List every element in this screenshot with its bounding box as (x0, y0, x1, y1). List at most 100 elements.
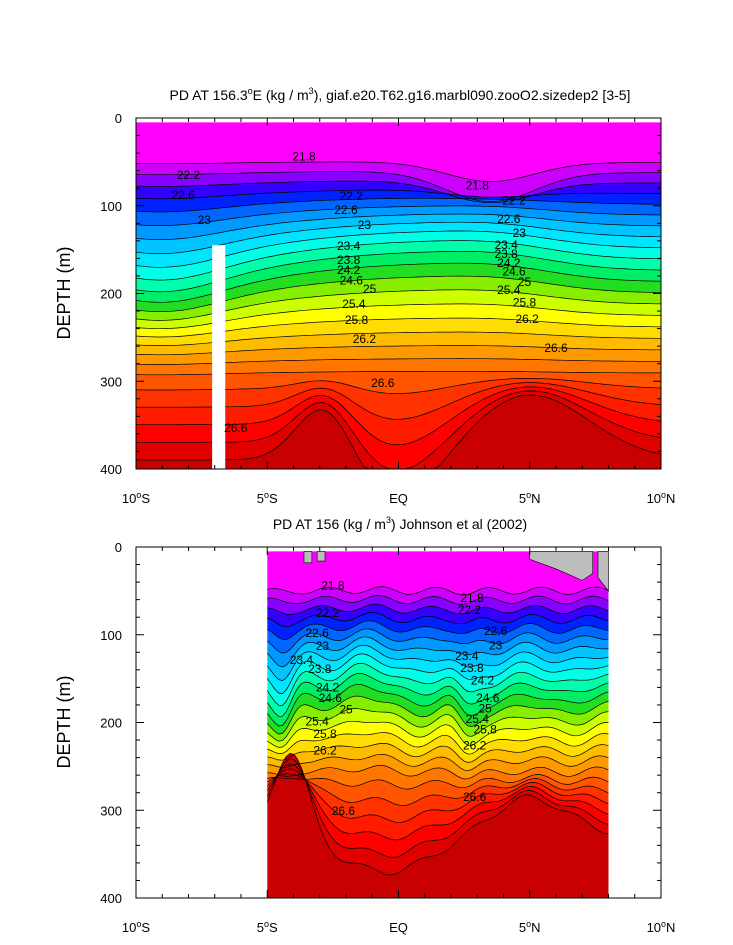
y-tick-label: 100 (100, 628, 122, 643)
contour-label: 23.4 (290, 653, 314, 667)
density-band (136, 289, 661, 329)
density-band (267, 732, 609, 763)
contour-label: 26.2 (353, 332, 377, 346)
contour-label: 22.2 (177, 168, 201, 182)
density-band (136, 190, 661, 212)
top-y-axis-title: DEPTH (m) (54, 247, 74, 340)
top-missing-data (212, 245, 226, 469)
contour-line (267, 764, 609, 780)
density-band (136, 276, 661, 321)
density-band (136, 318, 661, 346)
contour-label: 26.6 (463, 790, 487, 804)
y-tick-label: 200 (100, 716, 122, 731)
x-tick-label: 5oN (519, 919, 541, 935)
bottom-chart-title: PD AT 156 (kg / m3) Johnson et al (2002) (273, 515, 527, 532)
x-tick-label: 10oS (122, 919, 150, 935)
density-band (136, 198, 661, 226)
bottom-y-axis-title: DEPTH (m) (54, 676, 74, 769)
contour-label: 22.6 (484, 624, 508, 638)
y-tick-label: 300 (100, 374, 122, 389)
contour-line (267, 683, 609, 727)
contour-label: 25.4 (342, 297, 366, 311)
density-band (267, 612, 609, 640)
contour-label: 22.2 (458, 603, 482, 617)
contour-line (136, 161, 661, 182)
x-tick-label: EQ (389, 920, 408, 935)
contour-label: 24.2 (316, 680, 340, 694)
top-contour-labels: 21.821.822.222.62326.622.222.62323.423.8… (172, 150, 568, 435)
density-band (267, 753, 609, 898)
contour-label: 21.8 (292, 150, 316, 164)
contour-label: 25 (339, 702, 353, 716)
density-band (267, 758, 609, 858)
contour-label: 21.8 (321, 579, 345, 593)
y-tick-label: 300 (100, 803, 122, 818)
x-tick-label: 5oS (257, 490, 278, 506)
contour-line (267, 636, 609, 668)
contour-line (136, 213, 661, 241)
density-band (136, 222, 661, 268)
contour-line (267, 695, 609, 735)
density-band (136, 345, 661, 365)
density-band (136, 171, 661, 203)
contour-line (136, 171, 661, 202)
contour-label: 25.4 (305, 715, 329, 729)
contour-label: 22.2 (340, 189, 364, 203)
missing-data-column (212, 245, 226, 469)
contour-label: 25 (478, 701, 492, 715)
contour-line (267, 662, 609, 706)
contour-line (267, 620, 609, 640)
contour-label: 24.2 (337, 263, 361, 277)
contour-label: 22.2 (316, 606, 340, 620)
contour-label: 22.2 (502, 193, 526, 207)
contour-line (267, 763, 609, 841)
contour-line (267, 595, 609, 605)
x-tick-label: 10oN (647, 919, 676, 935)
density-band (267, 764, 609, 840)
contour-label: 22.6 (305, 626, 329, 640)
y-tick-label: 0 (115, 540, 122, 555)
density-band (136, 181, 661, 203)
contour-line (267, 774, 609, 790)
density-band (267, 673, 609, 726)
y-tick-label: 400 (100, 462, 122, 477)
density-band (267, 586, 609, 605)
density-band (136, 122, 661, 182)
contour-line (267, 773, 609, 806)
contour-label: 23.8 (308, 662, 332, 676)
y-tick-label: 400 (100, 891, 122, 906)
top-panel: PD AT 156.3oE (kg / m3), giaf.e20.T62.g1… (54, 86, 675, 506)
contour-label: 23.8 (337, 253, 361, 267)
density-band (136, 395, 661, 469)
contour-line (267, 743, 609, 763)
x-tick-label: 5oS (257, 919, 278, 935)
density-band (267, 551, 609, 595)
contour-line (267, 603, 609, 615)
contour-line (136, 221, 661, 255)
contour-line (266, 758, 609, 858)
contour-label: 25 (518, 275, 532, 289)
contour-label: 24.2 (471, 673, 495, 687)
contour-label: 23.8 (460, 661, 484, 675)
contour-line (136, 189, 661, 200)
contour-label: 25.4 (466, 712, 490, 726)
y-tick-label: 0 (115, 111, 122, 126)
contour-line (267, 672, 609, 717)
bottom-panel: PD AT 156 (kg / m3) Johnson et al (2002)… (54, 515, 675, 935)
density-band (267, 595, 609, 615)
contour-label: 25.8 (313, 727, 337, 741)
density-band (136, 390, 661, 469)
density-band (136, 358, 661, 375)
land-patch (303, 551, 313, 564)
density-band (136, 161, 661, 202)
density-band (267, 663, 609, 717)
density-band (136, 371, 661, 394)
contour-line (267, 708, 609, 742)
contour-label: 23.8 (494, 247, 518, 261)
contour-label: 23.4 (337, 239, 361, 253)
contour-line (267, 628, 609, 654)
